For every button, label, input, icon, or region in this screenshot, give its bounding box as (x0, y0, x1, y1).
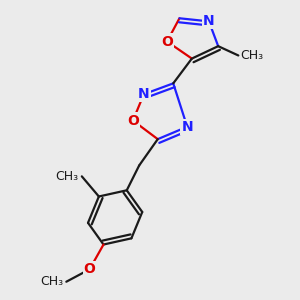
Text: O: O (127, 114, 139, 128)
Text: N: N (182, 120, 193, 134)
Text: CH₃: CH₃ (40, 275, 63, 288)
Text: O: O (161, 34, 173, 49)
Text: O: O (84, 262, 95, 276)
Text: CH₃: CH₃ (240, 49, 263, 62)
Text: N: N (138, 87, 150, 101)
Text: CH₃: CH₃ (56, 170, 79, 183)
Text: N: N (203, 14, 215, 28)
